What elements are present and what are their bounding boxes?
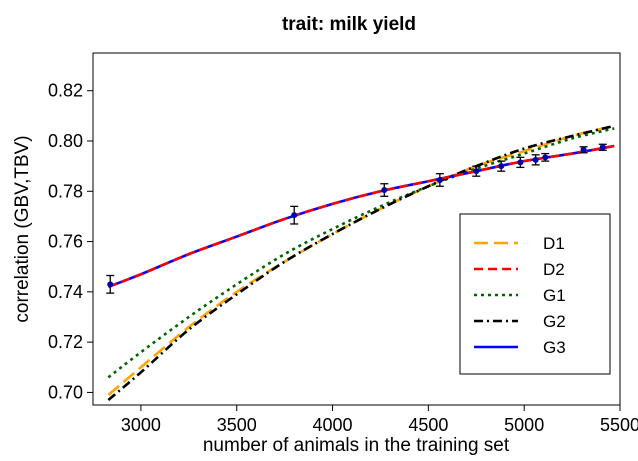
point-marker: [532, 156, 539, 163]
point-marker: [473, 168, 480, 175]
legend-label: D1: [543, 234, 565, 253]
legend-item-d2: D2: [474, 260, 565, 279]
point-marker: [107, 281, 114, 288]
plot-frame: [92, 52, 621, 406]
data-point: [290, 205, 299, 225]
legend-item-d1: D1: [474, 234, 565, 253]
data-point: [106, 274, 115, 294]
data-point: [531, 154, 540, 166]
x-tick-label: 3500: [217, 415, 257, 435]
series-layer: [107, 124, 615, 401]
data-point: [541, 152, 550, 162]
y-tick-label: 0.78: [48, 181, 83, 201]
data-point: [516, 156, 525, 169]
x-tick-label: 5000: [504, 415, 544, 435]
x-axis-label: number of animals in the training set: [203, 435, 510, 456]
y-tick-label: 0.76: [48, 232, 83, 252]
series-line-d2: [107, 144, 615, 289]
series-line-g2: [107, 124, 615, 401]
y-tick-label: 0.72: [48, 332, 83, 352]
point-marker: [498, 163, 505, 170]
data-point: [579, 146, 588, 154]
x-tick-label: 5500: [600, 415, 638, 435]
legend-label: G2: [543, 312, 566, 331]
point-marker: [381, 187, 388, 194]
legend-item-g3: G3: [474, 338, 566, 357]
legend-item-g2: G2: [474, 312, 566, 331]
series-line-g1: [107, 127, 615, 379]
x-axis: 3000 3500 4000 4500 5000 5500: [121, 405, 638, 435]
data-point: [472, 165, 481, 177]
legend-label: G1: [543, 286, 566, 305]
legend-label: G3: [543, 338, 566, 357]
data-point: [435, 173, 444, 187]
y-tick-label: 0.74: [48, 282, 83, 302]
y-axis: 0.70 0.72 0.74 0.76 0.78 0.80 0.82: [48, 81, 93, 402]
point-marker: [291, 212, 298, 219]
y-tick-label: 0.70: [48, 382, 83, 402]
legend-item-g1: G1: [474, 286, 566, 305]
data-point: [497, 160, 506, 172]
x-tick-label: 3000: [121, 415, 161, 435]
point-marker: [599, 144, 606, 151]
data-point: [598, 143, 607, 151]
point-marker: [517, 159, 524, 166]
point-marker: [542, 154, 549, 161]
legend: D1 D2 G1 G2 G3: [459, 213, 611, 375]
x-tick-label: 4500: [408, 415, 448, 435]
chart-title: trait: milk yield: [282, 14, 416, 35]
legend-label: D2: [543, 260, 565, 279]
data-point: [380, 183, 389, 197]
point-marker: [580, 146, 587, 153]
x-tick-label: 4000: [313, 415, 353, 435]
y-tick-label: 0.80: [48, 131, 83, 151]
y-axis-label: correlation (GBV,TBV): [12, 135, 33, 322]
y-tick-label: 0.82: [48, 81, 83, 101]
data-points-layer: [106, 143, 607, 294]
point-marker: [436, 176, 443, 183]
